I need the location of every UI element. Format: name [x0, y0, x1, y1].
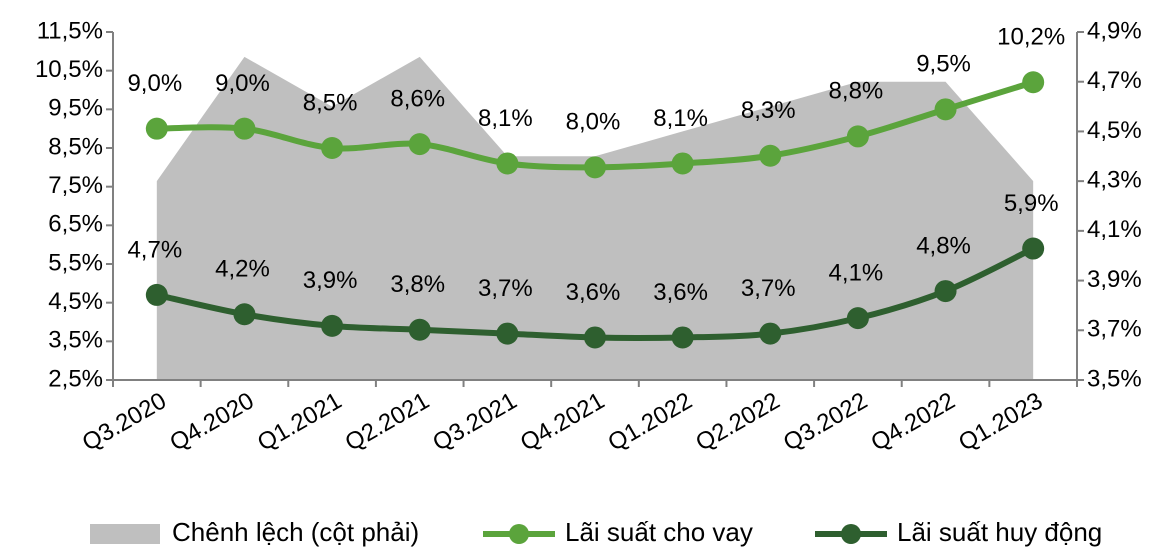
- data-label: 3,9%: [303, 267, 358, 294]
- y-tick-label: 9,5%: [48, 95, 103, 122]
- marker: [934, 280, 957, 303]
- legend-label: Lãi suất huy động: [897, 517, 1102, 547]
- data-label: 3,8%: [390, 271, 445, 298]
- marker: [321, 137, 344, 159]
- y-tick-label: 8,5%: [48, 133, 103, 160]
- y-tick-label: 2,5%: [48, 365, 103, 392]
- y2-tick-label: 3,5%: [1087, 365, 1142, 392]
- marker: [759, 322, 782, 345]
- legend-label: Chênh lệch (cột phải): [172, 517, 419, 547]
- marker: [496, 322, 519, 345]
- x-tick-label: Q4.2022: [866, 387, 959, 456]
- line-layer: 9,0% 9,0% 8,5% 8,6% 8,1% 8,0% 8,1% 8,3% 8,8% 9,5%…: [127, 24, 1065, 349]
- marker: [1022, 237, 1045, 260]
- data-label: 3,7%: [741, 275, 796, 302]
- marker: [321, 314, 344, 337]
- data-label: 10,2%: [997, 24, 1065, 51]
- y2-tick-label: 4,1%: [1087, 216, 1142, 243]
- data-label: 8,3%: [741, 97, 796, 124]
- x-tick-label: Q3.2022: [779, 387, 872, 456]
- x-tick-label: Q1.2021: [253, 387, 346, 456]
- y-tick-label: 4,5%: [48, 288, 103, 315]
- data-label: 4,7%: [127, 236, 182, 263]
- legend-label: Lãi suất cho vay: [565, 517, 753, 547]
- data-label: 3,7%: [478, 275, 533, 302]
- x-tick-label: Q2.2022: [691, 387, 784, 456]
- area-layer: [156, 56, 1034, 380]
- x-tick-label: Q4.2020: [165, 387, 258, 456]
- data-label: 8,0%: [566, 109, 621, 136]
- y2-tick-label: 4,3%: [1087, 166, 1142, 193]
- y-tick-label: 7,5%: [48, 172, 103, 199]
- marker: [846, 125, 869, 148]
- marker: [934, 98, 957, 121]
- data-label: 4,2%: [215, 256, 270, 283]
- y-tick-label: 3,5%: [48, 327, 103, 354]
- data-label: 4,8%: [916, 232, 971, 259]
- data-label: 4,1%: [829, 259, 884, 286]
- marker: [408, 133, 431, 156]
- marker: [233, 303, 256, 326]
- data-label: 8,6%: [390, 85, 445, 112]
- marker: [233, 117, 256, 140]
- marker: [145, 283, 168, 306]
- x-tick-label: Q3.2021: [428, 387, 521, 456]
- y2-tick-label: 3,7%: [1087, 316, 1142, 343]
- marker: [1022, 71, 1045, 94]
- marker: [759, 144, 782, 167]
- data-label: 8,1%: [478, 105, 533, 132]
- y-tick-label: 5,5%: [48, 249, 103, 276]
- y2-tick-label: 4,5%: [1087, 117, 1142, 144]
- data-label: 5,9%: [1004, 190, 1059, 217]
- marker: [671, 326, 694, 349]
- y2-tick-label: 4,9%: [1087, 17, 1142, 44]
- data-label: 8,5%: [303, 89, 358, 116]
- legend-marker: [509, 524, 529, 544]
- y2-tick-label: 3,9%: [1087, 266, 1142, 293]
- y-tick-label: 10,5%: [35, 56, 103, 83]
- marker: [408, 318, 431, 341]
- area: [156, 56, 1034, 380]
- x-tick-label: Q1.2022: [604, 387, 697, 456]
- legend-marker: [841, 524, 861, 544]
- data-label: 8,8%: [829, 78, 884, 105]
- x-tick-label: Q1.2023: [954, 387, 1047, 456]
- y-tick-label: 11,5%: [37, 17, 103, 44]
- data-label: 9,0%: [127, 70, 182, 97]
- data-label: 3,6%: [653, 279, 708, 306]
- y2-tick-label: 4,7%: [1087, 67, 1142, 94]
- legend-swatch: [90, 524, 160, 544]
- data-label: 9,5%: [916, 51, 971, 78]
- marker: [584, 326, 606, 349]
- x-tick-label: Q4.2021: [516, 387, 609, 456]
- data-label: 3,6%: [566, 279, 621, 306]
- marker: [145, 117, 168, 140]
- marker: [584, 156, 606, 179]
- marker: [496, 152, 519, 175]
- x-tick-label: Q2.2021: [341, 387, 434, 456]
- marker: [671, 152, 694, 175]
- marker: [846, 307, 869, 330]
- y-tick-label: 6,5%: [48, 211, 103, 238]
- x-tick-label: Q3.2020: [78, 387, 171, 456]
- data-label: 9,0%: [215, 70, 270, 97]
- data-label: 8,1%: [653, 105, 708, 132]
